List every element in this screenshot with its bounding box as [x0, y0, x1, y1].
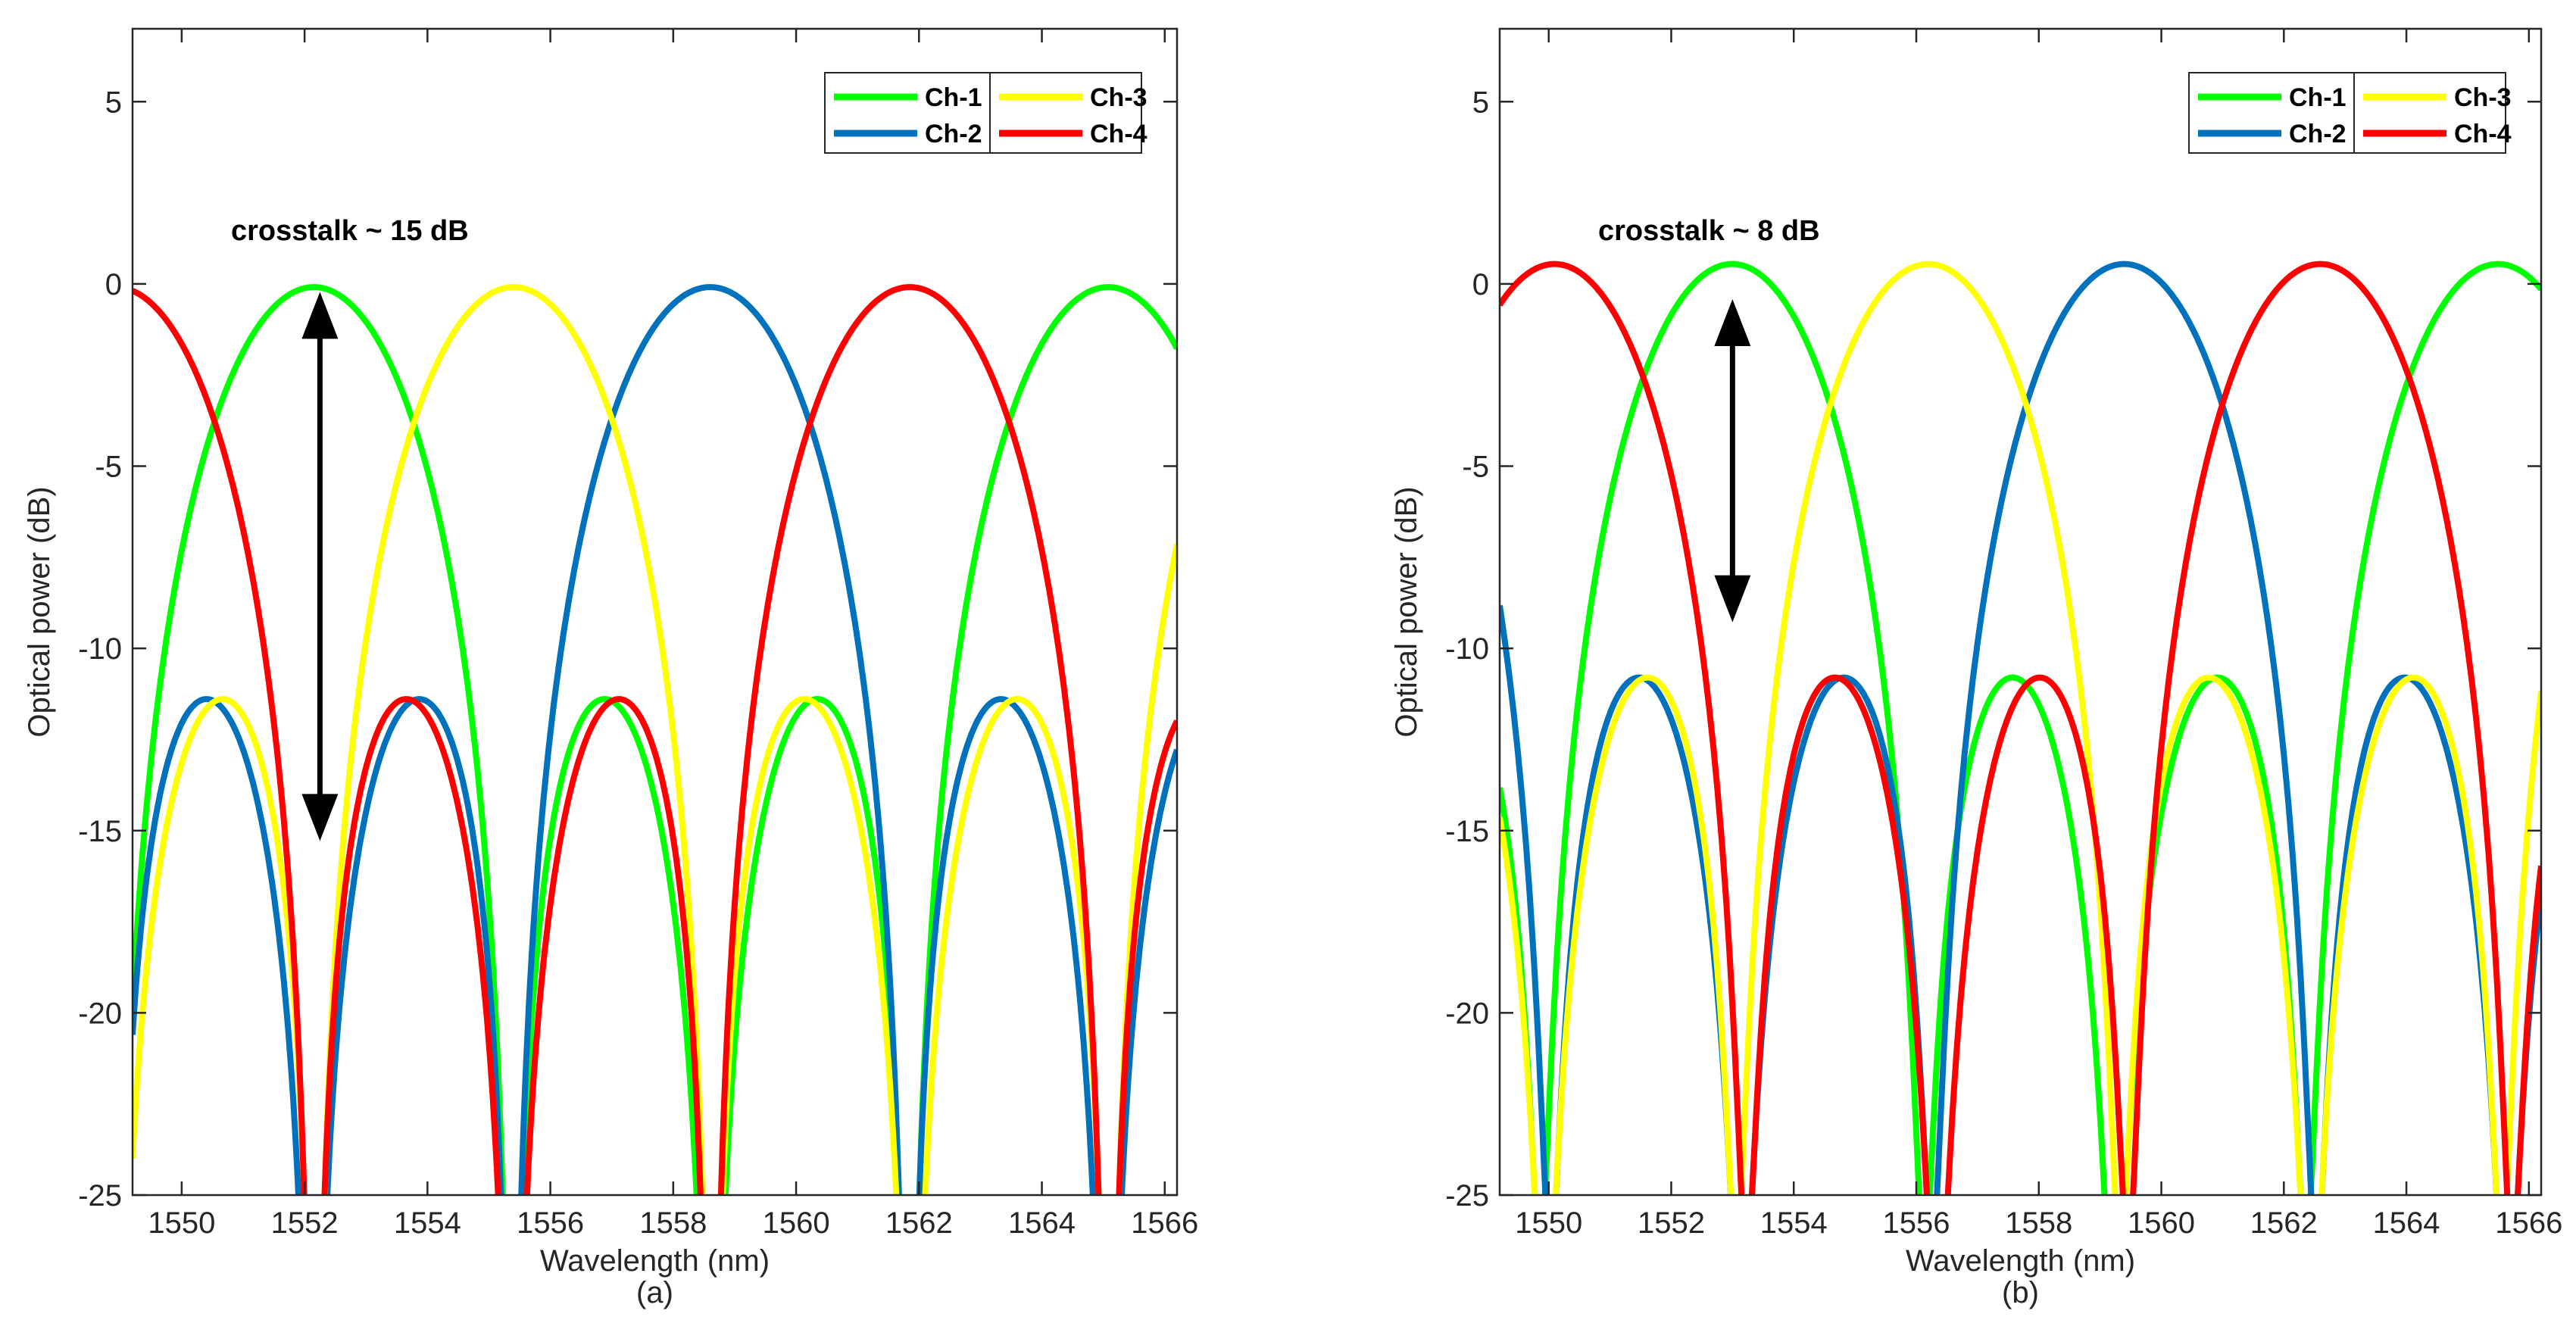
- x-tick-label: 1566: [1131, 1206, 1198, 1240]
- series-line-ch-3: [1500, 261, 2541, 1195]
- crosstalk-annotation: crosstalk ~ 15 dB: [231, 215, 469, 247]
- y-tick-label: -5: [1462, 451, 1489, 484]
- panel-caption: (b): [2002, 1276, 2039, 1309]
- series-line-ch-1: [133, 284, 1177, 1195]
- legend-box-2: [2353, 72, 2506, 154]
- y-tick-label: -20: [1445, 997, 1489, 1030]
- crosstalk-arrow-head-up: [1714, 298, 1751, 346]
- legend-label-ch-3: Ch-3: [2454, 83, 2512, 112]
- series-line-ch-4: [133, 284, 1177, 1195]
- x-tick-label: 1552: [271, 1206, 339, 1240]
- y-tick-label: 0: [1472, 268, 1489, 301]
- legend-label-ch-2: Ch-2: [925, 120, 982, 148]
- series-line-ch-2: [133, 284, 1177, 1195]
- series-group: [133, 284, 1177, 1195]
- x-tick-label: 1562: [2250, 1206, 2318, 1240]
- x-tick-label: 1554: [394, 1206, 461, 1240]
- x-axis-label: Wavelength (nm): [540, 1244, 770, 1278]
- crosstalk-arrow-head-up: [301, 292, 339, 339]
- y-tick-label: 5: [1472, 86, 1489, 119]
- legend-box-1: [2188, 72, 2506, 154]
- y-tick-label: -5: [95, 451, 122, 484]
- crosstalk-annotation: crosstalk ~ 8 dB: [1598, 215, 1820, 247]
- x-axis-label: Wavelength (nm): [1906, 1244, 2135, 1278]
- legend-label-ch-1: Ch-1: [2289, 83, 2347, 112]
- legend-label-ch-1: Ch-1: [925, 83, 982, 112]
- y-axis-label: Optical power (dB): [1390, 486, 1423, 737]
- plot-area: [1500, 29, 2541, 1195]
- y-tick-label: -15: [1445, 815, 1489, 848]
- x-tick-label: 1560: [2128, 1206, 2195, 1240]
- x-tick-label: 1566: [2495, 1206, 2562, 1240]
- chart-panel-b: 1550 1552 1554 1556 1558 1560 1562 1564 1566 5 0 -5…: [1390, 27, 2562, 1309]
- x-tick-label: 1554: [1760, 1206, 1828, 1240]
- y-tick-label: -25: [1445, 1179, 1489, 1212]
- series-group: [1500, 261, 2541, 1195]
- series-line-ch-4: [1500, 261, 2541, 1195]
- crosstalk-arrow-head-down: [301, 794, 339, 841]
- x-tick-label: 1550: [1515, 1206, 1582, 1240]
- axes-box: [1498, 27, 2543, 1197]
- x-tick-label: 1562: [885, 1206, 953, 1240]
- legend-label-ch-2: Ch-2: [2289, 120, 2347, 148]
- series-line-ch-1: [1500, 261, 2541, 1195]
- y-tick-label: -20: [78, 997, 122, 1030]
- y-tick-label: 5: [105, 86, 122, 119]
- x-tick-label: 1556: [517, 1206, 584, 1240]
- x-tick-label: 1560: [763, 1206, 830, 1240]
- series-line-ch-2: [1500, 261, 2541, 1195]
- legend-label-ch-4: Ch-4: [2454, 120, 2512, 148]
- legend-box-2: [989, 72, 1142, 154]
- y-tick-label: 0: [105, 268, 122, 301]
- x-tick-label: 1550: [148, 1206, 215, 1240]
- y-tick-label: -25: [78, 1179, 122, 1212]
- y-tick-label: -10: [78, 632, 122, 666]
- crosstalk-arrow-head-down: [1714, 575, 1751, 623]
- x-tick-label: 1558: [639, 1206, 707, 1240]
- legend-label-ch-3: Ch-3: [1090, 83, 1147, 112]
- x-tick-label: 1564: [2373, 1206, 2440, 1240]
- x-tick-label: 1556: [1883, 1206, 1950, 1240]
- axes-box: [131, 27, 1179, 1197]
- panel-caption: (a): [636, 1276, 673, 1309]
- y-axis-label: Optical power (dB): [23, 486, 56, 737]
- x-tick-label: 1558: [2005, 1206, 2072, 1240]
- y-tick-label: -15: [78, 815, 122, 848]
- y-tick-label: -10: [1445, 632, 1489, 666]
- chart-panel-a: 1550 1552 1554 1556 1558 1560 1562 1564 1566 5 0 -5…: [23, 27, 1198, 1309]
- x-tick-label: 1564: [1008, 1206, 1076, 1240]
- legend-label-ch-4: Ch-4: [1090, 120, 1147, 148]
- x-tick-label: 1552: [1638, 1206, 1705, 1240]
- series-line-ch-3: [133, 284, 1177, 1195]
